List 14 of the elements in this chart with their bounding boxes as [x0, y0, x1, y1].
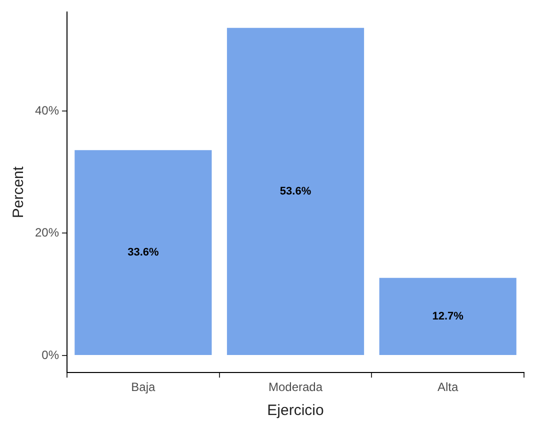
x-axis-title: Ejercicio [267, 402, 324, 420]
y-tick-label: 0% [42, 348, 60, 362]
data-label: 12.7% [432, 310, 464, 322]
y-axis-title: Percent [10, 166, 28, 218]
bar [226, 28, 364, 355]
x-tick-label: Baja [131, 380, 156, 394]
x-tick-label: Alta [437, 380, 458, 394]
x-tick-label: Moderada [268, 380, 323, 394]
bar [74, 150, 212, 355]
data-label: 53.6% [280, 185, 312, 198]
y-tick-label: 40% [34, 103, 60, 118]
y-tick-label: 20% [34, 226, 60, 240]
bar [379, 278, 516, 355]
data-label: 33.6% [128, 246, 159, 259]
